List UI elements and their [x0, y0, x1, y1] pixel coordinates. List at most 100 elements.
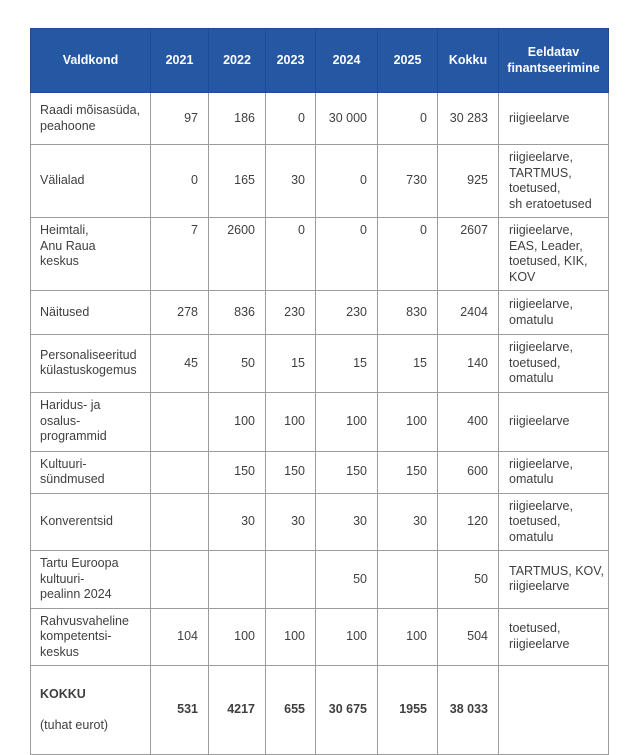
table-row-personaliseeritud: Personaliseeritud külastuskogemus 45 50 …	[30, 334, 609, 393]
header-row: Valdkond 2021 2022 2023 2024 2025 Kokku …	[30, 28, 609, 93]
y2025-cell	[377, 550, 438, 609]
valdkond-cell: Raadi mõisasüda, peahoone	[30, 92, 151, 145]
y2023-cell: 30	[265, 144, 316, 218]
y2023-cell	[265, 550, 316, 609]
valdkond-cell: Näitused	[30, 290, 151, 335]
y2021-cell: 45	[150, 334, 209, 393]
y2021-cell	[150, 492, 209, 551]
y2025-cell: 0	[377, 217, 438, 291]
y2024-cell: 230	[315, 290, 378, 335]
finance-cell: riigieelarve, toetused, omatulu	[498, 492, 609, 551]
y2022-cell: 2600	[208, 217, 266, 291]
y2022-cell: 100	[208, 391, 266, 452]
total-2025-cell: 1955	[377, 665, 438, 755]
y2024-cell: 0	[315, 217, 378, 291]
finance-cell: riigieelarve, toetused, omatulu	[498, 334, 609, 393]
kokku-cell: 140	[437, 334, 499, 393]
total-label-cell: KOKKU (tuhat eurot)	[30, 665, 151, 755]
total-2021-cell: 531	[150, 665, 209, 755]
finance-cell: riigieelarve, EAS, Leader, toetused, KIK…	[498, 217, 609, 291]
kokku-cell: 30 283	[437, 92, 499, 145]
valdkond-cell: Kultuuri- sündmused	[30, 450, 151, 494]
total-2022-cell: 4217	[208, 665, 266, 755]
y2022-cell: 186	[208, 92, 266, 145]
table-row-haridus: Haridus- ja osalus- programmid 100 100 1…	[30, 391, 609, 452]
finance-cell: riigieelarve, omatulu	[498, 290, 609, 335]
y2022-cell: 836	[208, 290, 266, 335]
y2024-cell: 30 000	[315, 92, 378, 145]
y2024-cell: 30	[315, 492, 378, 551]
finance-cell: riigieelarve	[498, 391, 609, 452]
total-label: KOKKU	[40, 686, 86, 701]
total-finance-cell	[498, 665, 609, 755]
valdkond-cell: Välialad	[30, 144, 151, 218]
y2023-cell: 230	[265, 290, 316, 335]
y2021-cell	[150, 391, 209, 452]
y2024-cell: 150	[315, 450, 378, 494]
y2022-cell: 165	[208, 144, 266, 218]
kokku-cell: 2404	[437, 290, 499, 335]
valdkond-cell: Heimtali, Anu Raua keskus	[30, 217, 151, 291]
valdkond-cell: Rahvusvaheline kompetentsi- keskus	[30, 607, 151, 666]
header-2024: 2024	[315, 28, 378, 93]
y2025-cell: 830	[377, 290, 438, 335]
y2021-cell: 7	[150, 217, 209, 291]
table-row-tartu-euroopa: Tartu Euroopa kultuuri- pealinn 2024 50 …	[30, 550, 609, 609]
finance-cell: riigieelarve	[498, 92, 609, 145]
kokku-cell: 2607	[437, 217, 499, 291]
kokku-cell: 120	[437, 492, 499, 551]
table-row-valialad: Välialad 0 165 30 0 730 925 riigieelarve…	[30, 144, 609, 218]
y2025-cell: 30	[377, 492, 438, 551]
funding-table-container: Valdkond 2021 2022 2023 2024 2025 Kokku …	[30, 28, 609, 755]
y2021-cell: 278	[150, 290, 209, 335]
y2023-cell: 30	[265, 492, 316, 551]
y2025-cell: 15	[377, 334, 438, 393]
y2025-cell: 150	[377, 450, 438, 494]
y2025-cell: 100	[377, 607, 438, 666]
y2021-cell: 0	[150, 144, 209, 218]
y2024-cell: 50	[315, 550, 378, 609]
header-2021: 2021	[150, 28, 209, 93]
y2024-cell: 100	[315, 391, 378, 452]
y2025-cell: 100	[377, 391, 438, 452]
y2023-cell: 15	[265, 334, 316, 393]
y2022-cell: 150	[208, 450, 266, 494]
finance-cell: TARTMUS, KOV, riigieelarve	[498, 550, 609, 609]
header-valdkond: Valdkond	[30, 28, 151, 93]
table-row-heimtali: Heimtali, Anu Raua keskus 7 2600 0 0 0 2…	[30, 217, 609, 291]
total-2024-cell: 30 675	[315, 665, 378, 755]
y2021-cell: 104	[150, 607, 209, 666]
header-2025: 2025	[377, 28, 438, 93]
valdkond-cell: Haridus- ja osalus- programmid	[30, 391, 151, 452]
y2023-cell: 0	[265, 217, 316, 291]
y2021-cell	[150, 550, 209, 609]
table-row-kultuurisundmused: Kultuuri- sündmused 150 150 150 150 600 …	[30, 450, 609, 494]
valdkond-cell: Konverentsid	[30, 492, 151, 551]
finance-cell: riigieelarve, omatulu	[498, 450, 609, 494]
y2024-cell: 15	[315, 334, 378, 393]
y2023-cell: 100	[265, 391, 316, 452]
table-row-total: KOKKU (tuhat eurot) 531 4217 655 30 675 …	[30, 665, 609, 755]
y2023-cell: 0	[265, 92, 316, 145]
kokku-cell: 50	[437, 550, 499, 609]
kokku-cell: 400	[437, 391, 499, 452]
kokku-cell: 504	[437, 607, 499, 666]
y2021-cell: 97	[150, 92, 209, 145]
finance-cell: riigieelarve, TARTMUS, toetused, sh erat…	[498, 144, 609, 218]
y2023-cell: 150	[265, 450, 316, 494]
header-2022: 2022	[208, 28, 266, 93]
header-2023: 2023	[265, 28, 316, 93]
table-row-rahvusvaheline: Rahvusvaheline kompetentsi- keskus 104 1…	[30, 607, 609, 666]
y2021-cell	[150, 450, 209, 494]
total-2023-cell: 655	[265, 665, 316, 755]
y2023-cell: 100	[265, 607, 316, 666]
y2022-cell	[208, 550, 266, 609]
y2025-cell: 0	[377, 92, 438, 145]
header-eeldatav-finantseerimine: Eeldatav finantseerimine	[498, 28, 609, 93]
funding-table: Valdkond 2021 2022 2023 2024 2025 Kokku …	[30, 28, 609, 755]
valdkond-cell: Personaliseeritud külastuskogemus	[30, 334, 151, 393]
y2025-cell: 730	[377, 144, 438, 218]
total-kokku-cell: 38 033	[437, 665, 499, 755]
kokku-cell: 600	[437, 450, 499, 494]
y2022-cell: 50	[208, 334, 266, 393]
